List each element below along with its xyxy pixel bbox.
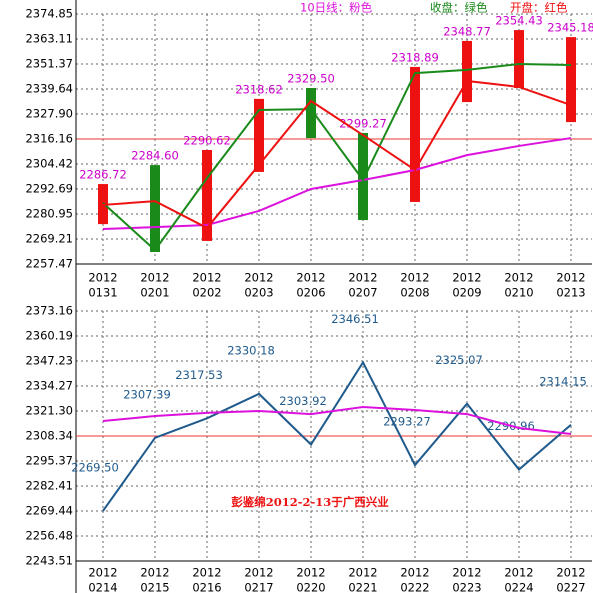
y-tick-label: 2360.19 (25, 329, 73, 343)
x-tick-label: 2012 (296, 566, 325, 580)
x-tick-label: 0206 (296, 286, 325, 300)
series-line (102, 79, 572, 230)
y-tick-label: 2321.30 (25, 404, 73, 418)
legend-entry: 开盘：红色 (510, 1, 568, 15)
x-tick-label: 0216 (192, 581, 221, 593)
point-label: 2290.62 (183, 133, 231, 147)
y-tick-label: 2363.11 (25, 32, 73, 46)
x-tick-label: 2012 (88, 271, 117, 285)
y-tick-label: 2374.85 (25, 7, 73, 21)
x-tick-label: 2012 (452, 271, 481, 285)
legend-entry: 收盘：绿色 (430, 1, 488, 15)
candle (410, 66, 420, 202)
x-tick-label: 0227 (556, 581, 585, 593)
data-label: 2317.53 (175, 368, 223, 382)
candle (306, 88, 316, 139)
x-tick-label: 2012 (88, 566, 117, 580)
y-tick-label: 2243.51 (25, 554, 73, 568)
x-tick-label: 0209 (452, 286, 481, 300)
candle (358, 132, 368, 221)
x-tick-label: 0210 (504, 286, 533, 300)
x-tick-label: 2012 (296, 271, 325, 285)
x-tick-label: 0202 (192, 286, 221, 300)
x-tick-label: 2012 (348, 271, 377, 285)
y-tick-label: 2269.44 (25, 504, 73, 518)
x-tick-label: 2012 (556, 566, 585, 580)
x-tick-label: 0215 (140, 581, 169, 593)
point-label: 2318.62 (235, 82, 283, 96)
candle (514, 30, 524, 89)
data-label: 2330.18 (227, 343, 275, 357)
y-tick-label: 2373.16 (25, 304, 73, 318)
candle (202, 149, 212, 241)
x-tick-label: 2012 (504, 566, 533, 580)
x-tick-label: 2012 (504, 271, 533, 285)
x-tick-label: 2012 (244, 271, 273, 285)
y-tick-label: 2282.41 (25, 478, 73, 492)
y-tick-label: 2256.48 (25, 528, 73, 542)
x-tick-label: 2012 (400, 566, 429, 580)
x-tick-label: 2012 (400, 271, 429, 285)
x-tick-label: 2012 (140, 271, 169, 285)
data-label: 2325.07 (435, 353, 483, 367)
y-tick-label: 2327.90 (25, 106, 73, 120)
candle (566, 37, 576, 123)
data-label: 2293.27 (383, 415, 431, 429)
series-line (102, 137, 572, 231)
x-tick-label: 2012 (140, 566, 169, 580)
x-tick-label: 0203 (244, 286, 273, 300)
x-tick-label: 0214 (88, 581, 117, 593)
x-tick-label: 2012 (556, 271, 585, 285)
data-label: 2269.50 (71, 460, 119, 474)
point-label: 2286.72 (79, 168, 127, 182)
x-tick-label: 0223 (452, 581, 481, 593)
point-label: 2348.77 (443, 24, 491, 38)
data-label: 2346.51 (331, 312, 379, 326)
x-tick-label: 2012 (452, 566, 481, 580)
series-line (102, 405, 572, 435)
x-tick-label: 0207 (348, 286, 377, 300)
x-tick-label: 0220 (296, 581, 325, 593)
y-tick-label: 2351.37 (25, 57, 73, 71)
x-tick-label: 0208 (400, 286, 429, 300)
x-tick-label: 0221 (348, 581, 377, 593)
y-tick-label: 2257.47 (25, 257, 73, 271)
x-tick-label: 0224 (504, 581, 533, 593)
x-tick-label: 0201 (140, 286, 169, 300)
point-label: 2329.50 (287, 72, 335, 86)
y-tick-label: 2347.23 (25, 354, 73, 368)
x-tick-label: 0213 (556, 286, 585, 300)
series-line (102, 360, 572, 512)
data-label: 2307.39 (123, 387, 171, 401)
y-tick-label: 2295.37 (25, 454, 73, 468)
y-tick-label: 2304.42 (25, 157, 73, 171)
x-tick-label: 2012 (348, 566, 377, 580)
point-label: 2318.89 (391, 50, 439, 64)
candle (254, 98, 264, 172)
annotation: 彭鉴绵2012-2-13于广西兴业 (231, 495, 389, 509)
point-label: 2354.43 (495, 14, 543, 28)
y-tick-label: 2280.95 (25, 206, 73, 220)
y-tick-label: 2316.16 (25, 132, 73, 146)
y-tick-label: 2334.27 (25, 378, 73, 392)
x-tick-label: 0222 (400, 581, 429, 593)
y-tick-label: 2308.34 (25, 428, 73, 442)
x-tick-label: 0217 (244, 581, 273, 593)
y-tick-label: 2292.69 (25, 181, 73, 195)
point-label: 2345.18 (547, 21, 593, 35)
y-tick-label: 2269.21 (25, 231, 73, 245)
data-label: 2314.15 (539, 374, 587, 388)
candle (462, 40, 472, 103)
y-tick-label: 2339.64 (25, 81, 73, 95)
x-tick-label: 2012 (192, 566, 221, 580)
legend-entry: 10日线：粉色 (300, 1, 373, 15)
candle (150, 165, 160, 253)
point-label: 2284.60 (131, 149, 179, 163)
x-tick-label: 0131 (88, 286, 117, 300)
x-tick-label: 2012 (192, 271, 221, 285)
data-label: 2303.92 (279, 394, 327, 408)
x-tick-label: 2012 (244, 566, 273, 580)
